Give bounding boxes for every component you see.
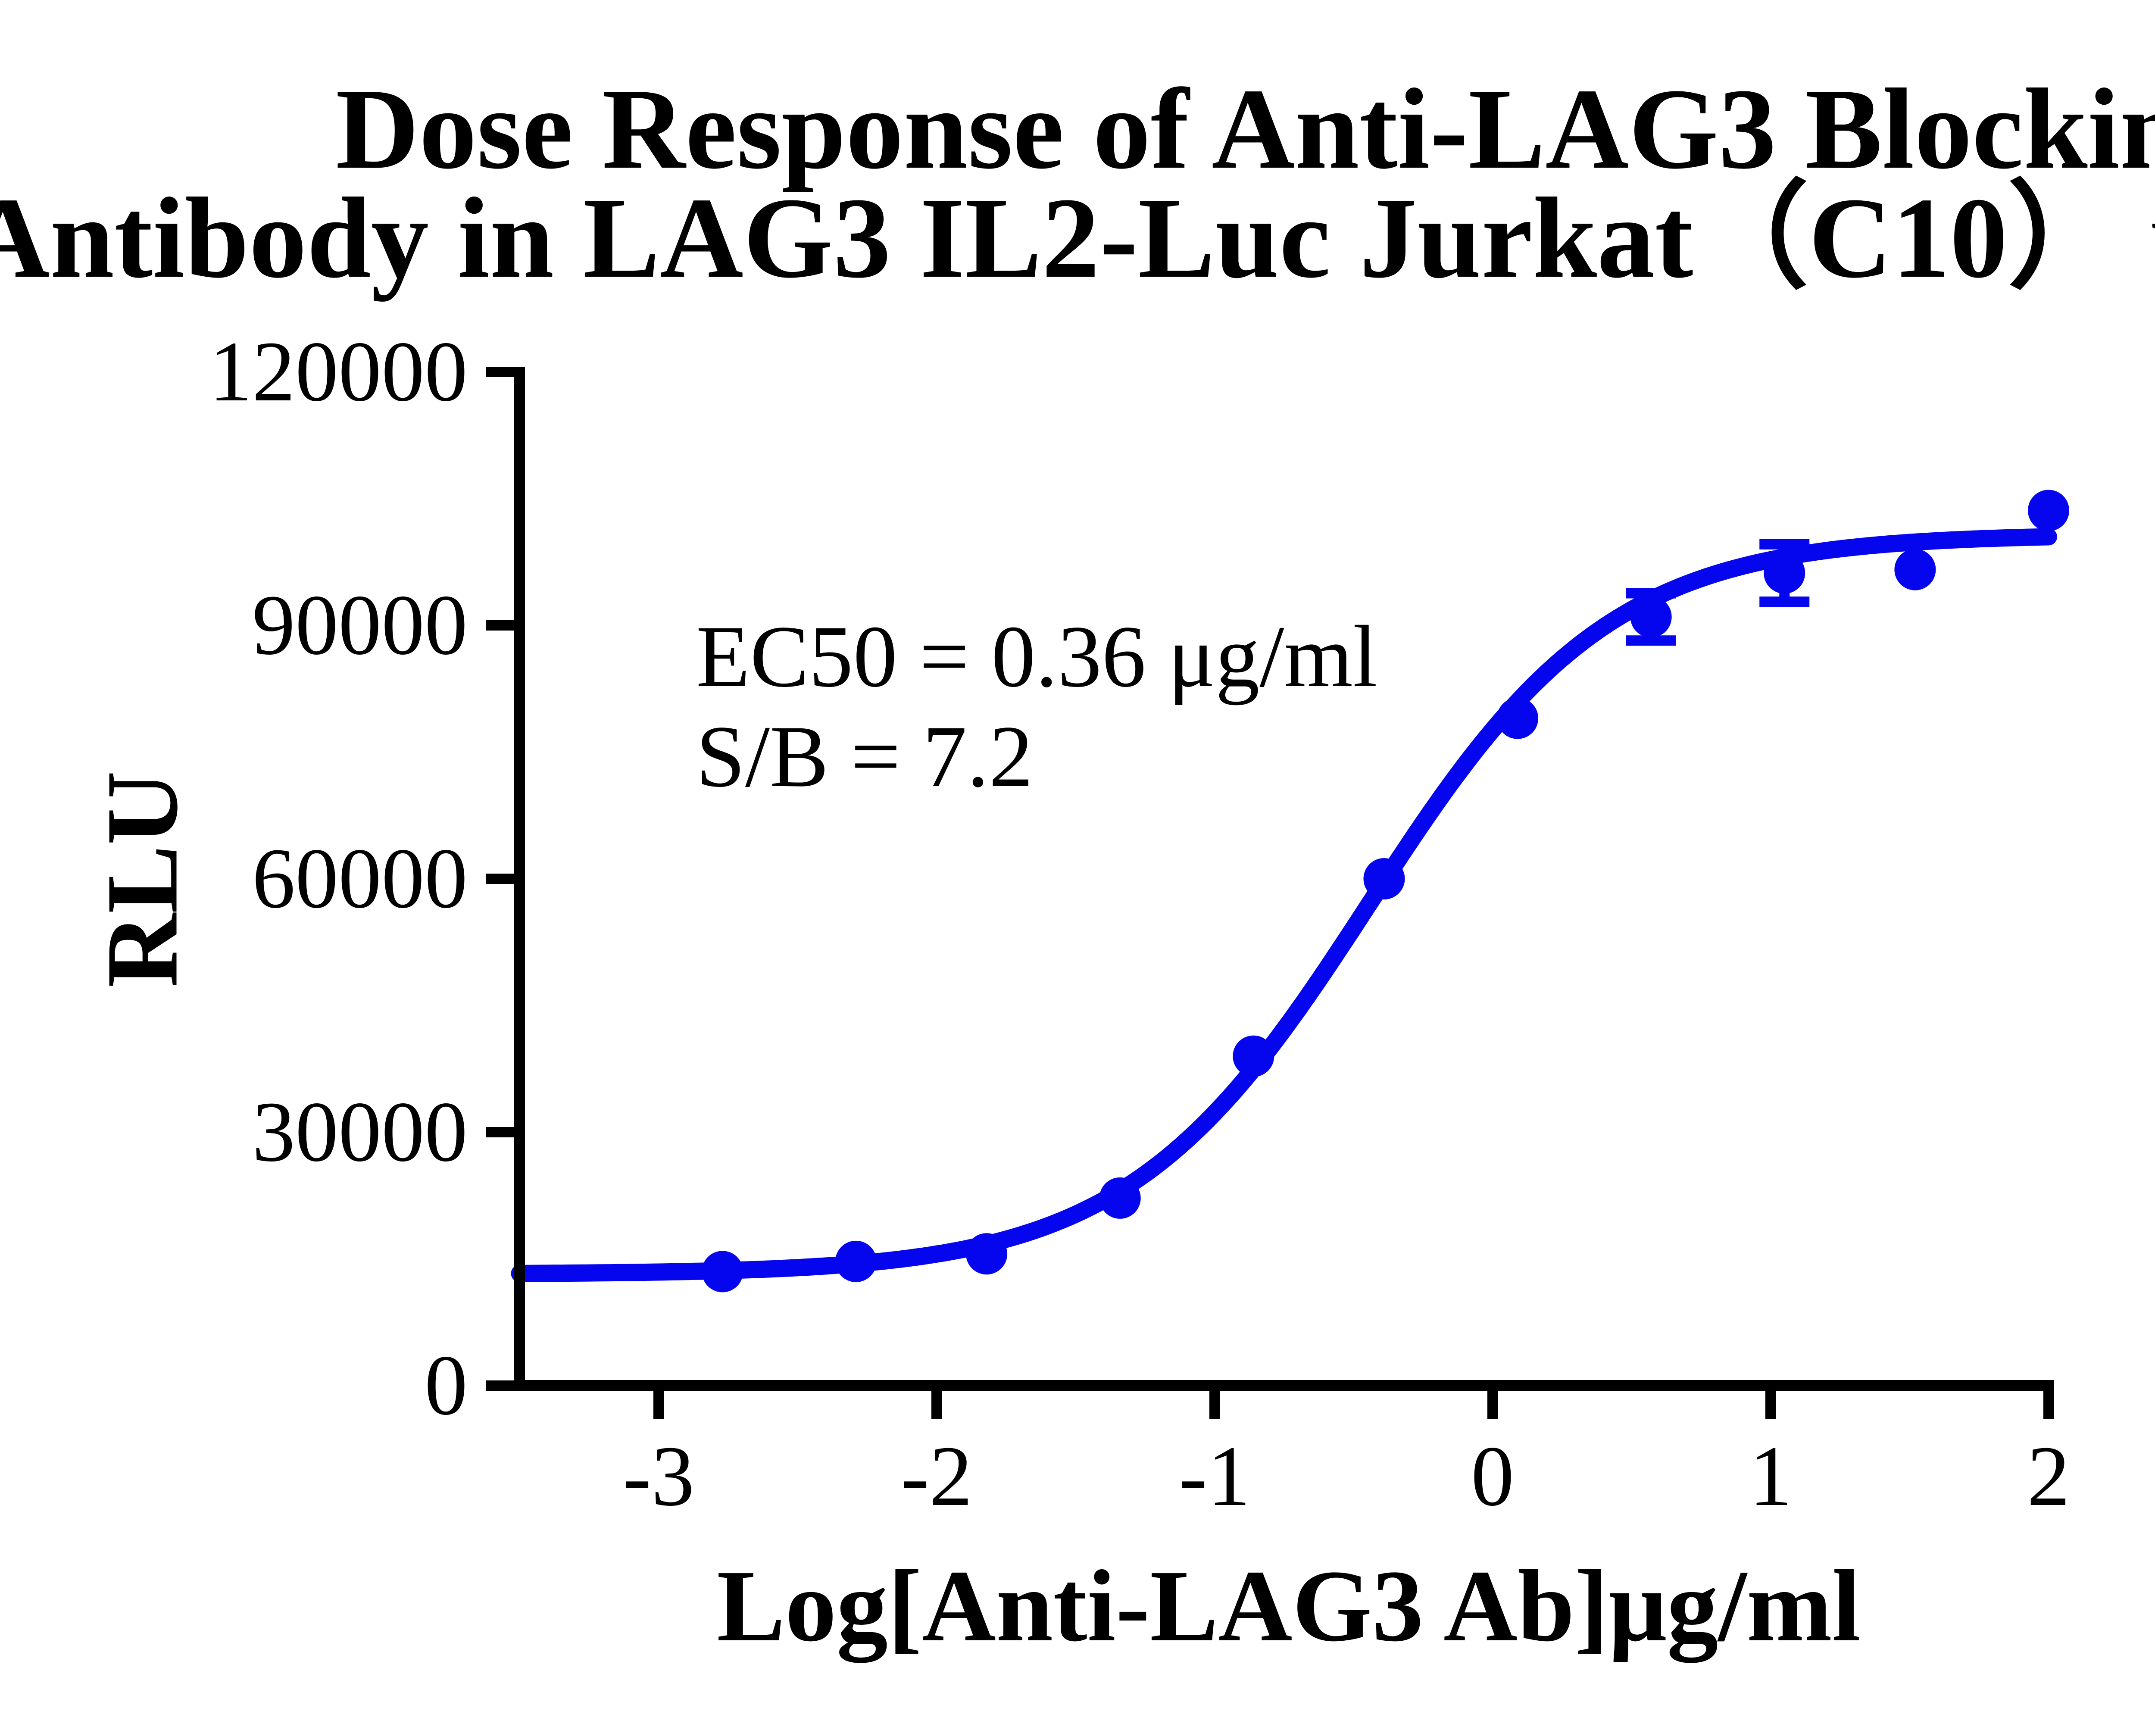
x-tick-label: 2 xyxy=(2027,1429,2070,1524)
x-tick-label: 1 xyxy=(1749,1429,1792,1524)
signal-background-annotation: S/B = 7.2 xyxy=(696,708,1034,806)
x-axis-title: Log[Anti-LAG3 Ab]μg/ml xyxy=(717,1549,1861,1663)
x-tick-label: 0 xyxy=(1471,1429,1514,1524)
data-point xyxy=(1363,858,1405,899)
data-point xyxy=(966,1233,1008,1275)
data-point xyxy=(835,1240,877,1282)
data-point xyxy=(1630,596,1672,638)
data-point xyxy=(702,1251,743,1293)
y-tick-label: 90000 xyxy=(252,578,468,673)
chart-title-line1: Dose Response of Anti-LAG3 Blocking xyxy=(335,65,2155,193)
data-point xyxy=(1894,549,1936,590)
y-tick-label: 60000 xyxy=(252,831,468,926)
y-tick-label: 0 xyxy=(425,1338,468,1433)
data-point xyxy=(1099,1177,1141,1219)
fit-annotation: EC50 = 0.36 μg/ml S/B = 7.2 xyxy=(696,607,1377,807)
ec50-annotation: EC50 = 0.36 μg/ml xyxy=(696,608,1377,706)
data-point xyxy=(1233,1035,1274,1077)
chart-title-line2: Antibody in LAG3 IL2-Luc Jurkat（C10） wit… xyxy=(0,174,2155,302)
x-tick-label: -2 xyxy=(901,1429,973,1524)
x-tick-label: -3 xyxy=(623,1429,695,1524)
data-point xyxy=(2028,490,2069,531)
x-tick-label: -1 xyxy=(1179,1429,1251,1524)
data-point xyxy=(1497,697,1539,739)
data-point xyxy=(1764,552,1805,594)
y-axis-title: RLU xyxy=(85,771,199,988)
y-tick-label: 120000 xyxy=(209,324,468,419)
y-tick-label: 30000 xyxy=(252,1084,468,1180)
